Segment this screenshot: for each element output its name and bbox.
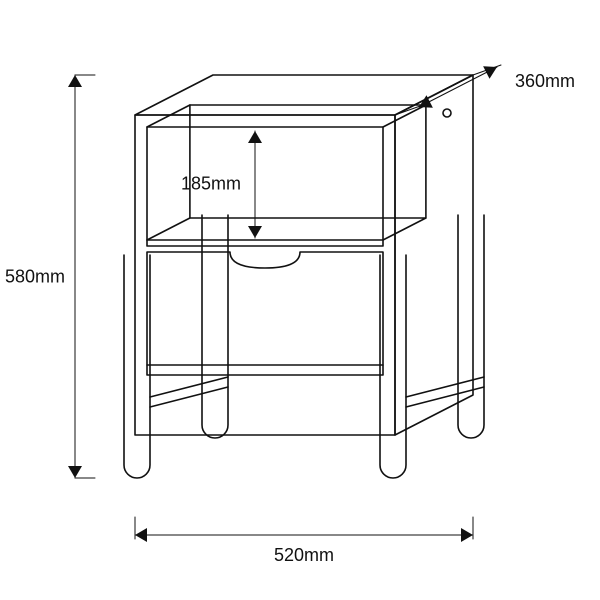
dim-shelf — [248, 131, 262, 238]
dim-height-label: 580mm — [5, 267, 65, 287]
dim-depth — [419, 66, 497, 108]
dim-height — [68, 75, 82, 478]
cabinet-body — [135, 109, 451, 435]
dimension-drawing: 580mm 520mm 360mm 185mm — [0, 0, 600, 600]
dim-depth-label: 360mm — [515, 71, 575, 91]
dim-shelf-label: 185mm — [181, 174, 241, 194]
dim-width — [135, 528, 473, 542]
dim-width-label: 520mm — [274, 545, 334, 565]
